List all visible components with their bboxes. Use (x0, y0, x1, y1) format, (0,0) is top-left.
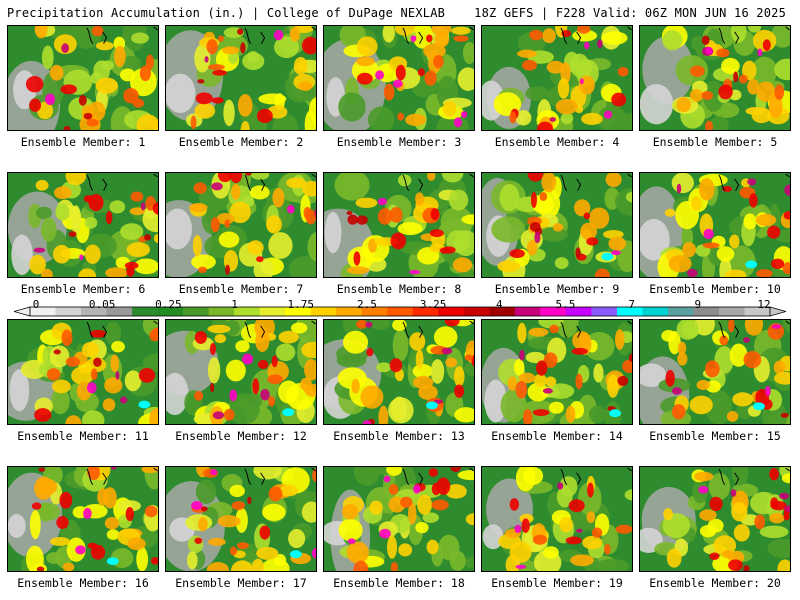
colorbar-swatch (565, 307, 592, 316)
colorbar-swatch (208, 307, 235, 316)
model-valid-time: 18Z GEFS | F228 Valid: 06Z MON JUN 16 20… (474, 6, 786, 20)
colorbar-swatch (412, 307, 439, 316)
colorbar-swatch (183, 307, 210, 316)
colorbar-tick-label: 5.5 (555, 298, 576, 311)
colorbar-swatch (81, 307, 108, 316)
colorbar-swatch (106, 307, 133, 316)
ensemble-member-label: Ensemble Member: 20 (649, 576, 781, 590)
ensemble-member-label: Ensemble Member: 7 (178, 282, 304, 296)
colorbar-swatch (438, 307, 465, 316)
colorbar-swatch (540, 307, 567, 316)
ensemble-member-label: Ensemble Member: 9 (494, 282, 620, 296)
ensemble-member-label: Ensemble Member: 2 (178, 135, 304, 149)
ensemble-member-label: Ensemble Member: 5 (652, 135, 778, 149)
ensemble-member-label: Ensemble Member: 19 (491, 576, 623, 590)
ensemble-map-panel (639, 25, 791, 131)
colorbar-right-arrow (769, 306, 786, 317)
colorbar-tick-label: 2.5 (356, 298, 377, 311)
colorbar-swatch (310, 307, 337, 316)
colorbar-swatch (259, 307, 286, 316)
colorbar-swatch (744, 307, 771, 316)
ensemble-map-panel (481, 319, 633, 425)
ensemble-member-label: Ensemble Member: 14 (491, 429, 623, 443)
ensemble-member-label: Ensemble Member: 10 (649, 282, 781, 296)
ensemble-map-panel (639, 172, 791, 278)
colorbar-swatch (157, 307, 184, 316)
ensemble-map-panel (323, 172, 475, 278)
ensemble-member-label: Ensemble Member: 13 (333, 429, 465, 443)
colorbar-left-arrow (14, 306, 31, 317)
ensemble-map-panel (323, 25, 475, 131)
colorbar-tick-label: 1.75 (287, 298, 314, 311)
colorbar-swatch (336, 307, 363, 316)
ensemble-member-label: Ensemble Member: 4 (494, 135, 620, 149)
ensemble-member-label: Ensemble Member: 15 (649, 429, 781, 443)
ensemble-member-label: Ensemble Member: 3 (336, 135, 462, 149)
colorbar-tick-label: 0 (32, 298, 40, 311)
colorbar-tick-label: 7 (628, 298, 635, 311)
colorbar-swatch (514, 307, 541, 316)
ensemble-member-label: Ensemble Member: 17 (175, 576, 307, 590)
colorbar-swatch (132, 307, 159, 316)
ensemble-map-panel (323, 466, 475, 572)
ensemble-map-panel (639, 319, 791, 425)
ensemble-member-label: Ensemble Member: 18 (333, 576, 465, 590)
colorbar-swatch (693, 307, 720, 316)
colorbar-swatch (361, 307, 388, 316)
colorbar-tick-label: 12 (757, 298, 771, 311)
colorbar-tick-label: 4 (495, 298, 503, 311)
ensemble-map-panel (7, 466, 159, 572)
colorbar-tick-label: 1 (231, 298, 238, 311)
ensemble-map-panel (165, 25, 317, 131)
ensemble-map-panel (639, 466, 791, 572)
ensemble-map-panel (481, 25, 633, 131)
precip-colorbar (14, 297, 786, 321)
colorbar-swatch (30, 307, 57, 316)
colorbar-swatch (718, 307, 745, 316)
ensemble-member-label: Ensemble Member: 6 (20, 282, 146, 296)
ensemble-map-panel (323, 319, 475, 425)
colorbar-swatch (285, 307, 312, 316)
ensemble-member-label: Ensemble Member: 12 (175, 429, 307, 443)
colorbar-tick-label: 3.25 (419, 298, 447, 311)
ensemble-map-panel (7, 25, 159, 131)
colorbar-swatch (667, 307, 694, 316)
colorbar-swatch (591, 307, 618, 316)
colorbar-swatch (55, 307, 82, 316)
colorbar-tick-label: 0.05 (88, 298, 116, 311)
ensemble-member-label: Ensemble Member: 16 (17, 576, 149, 590)
colorbar-swatch (387, 307, 414, 316)
colorbar-swatch (489, 307, 516, 316)
ensemble-map-panel (165, 319, 317, 425)
ensemble-map-panel (165, 466, 317, 572)
colorbar-swatch (642, 307, 669, 316)
ensemble-map-panel (481, 466, 633, 572)
colorbar-tick-label: 9 (694, 298, 702, 311)
colorbar-tick-label: 0.25 (155, 298, 182, 311)
ensemble-map-panel (165, 172, 317, 278)
ensemble-map-panel (7, 319, 159, 425)
map-title: Precipitation Accumulation (in.) | Colle… (7, 6, 446, 20)
ensemble-map-panel (7, 172, 159, 278)
colorbar-swatch (463, 307, 490, 316)
ensemble-member-label: Ensemble Member: 8 (336, 282, 462, 296)
ensemble-member-label: Ensemble Member: 1 (20, 135, 146, 149)
ensemble-map-panel (481, 172, 633, 278)
ensemble-member-label: Ensemble Member: 11 (17, 429, 149, 443)
colorbar-swatch (234, 307, 261, 316)
colorbar-swatch (616, 307, 643, 316)
